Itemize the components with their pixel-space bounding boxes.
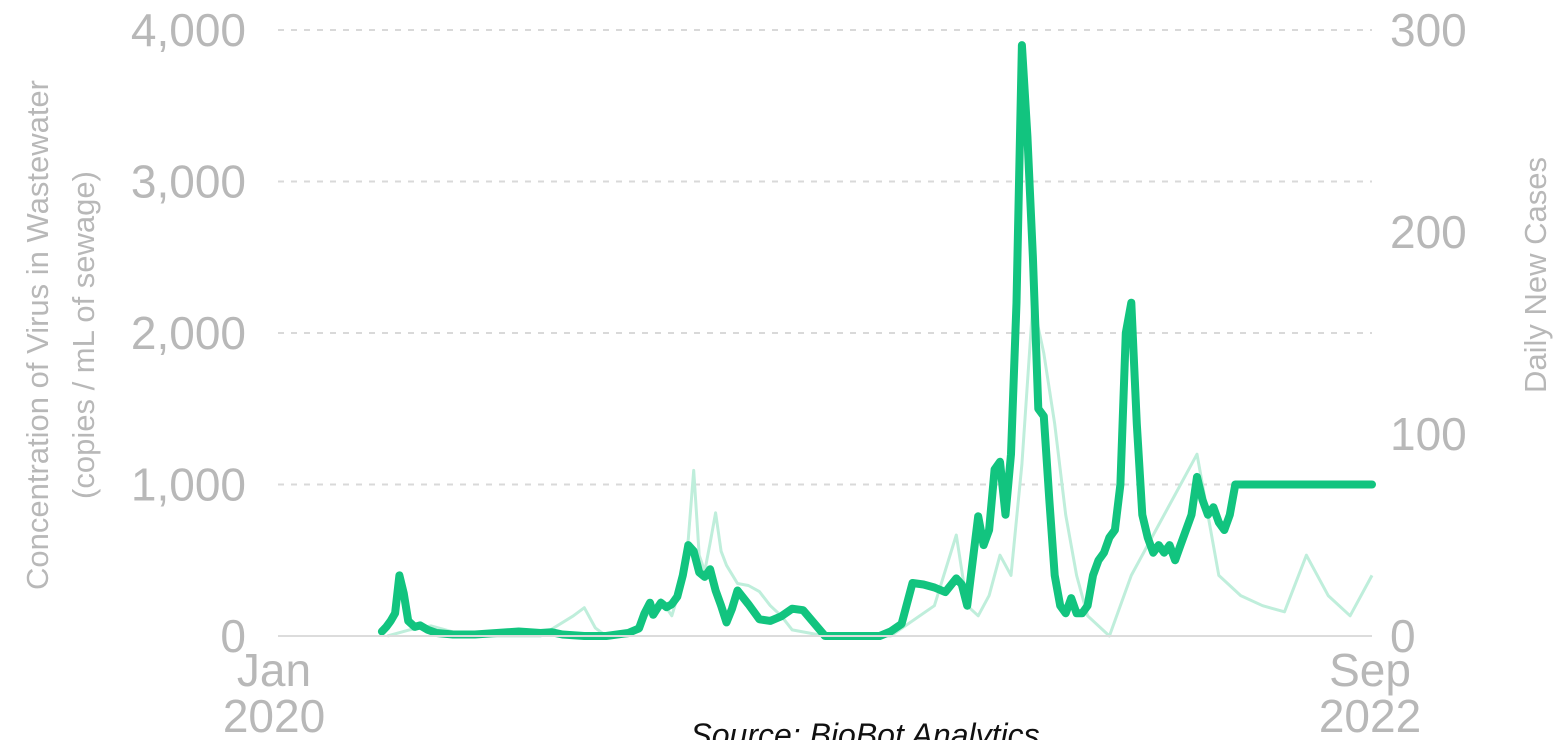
- x-tick-start-year: 2020: [223, 690, 325, 740]
- gridlines: [278, 30, 1372, 485]
- x-tick-end-year: 2022: [1319, 690, 1421, 740]
- left-y-tick-label: 2,000: [131, 307, 246, 359]
- right-axis-title: Daily New Cases: [1518, 157, 1553, 393]
- series-wastewater-concentration: [382, 45, 1372, 636]
- series-daily-new-cases: [387, 303, 1372, 636]
- x-tick-end-month: Sep: [1329, 644, 1411, 696]
- left-y-tick-label: 3,000: [131, 156, 246, 208]
- right-y-tick-label: 200: [1390, 206, 1467, 258]
- left-y-tick-label: 4,000: [131, 4, 246, 56]
- right-y-tick-label: 100: [1390, 408, 1467, 460]
- left-axis-title-line1: Concentration of Virus in Wastewater: [20, 80, 55, 590]
- x-tick-start-month: Jan: [237, 644, 311, 696]
- source-note: Source: BioBot Analytics: [690, 717, 1039, 740]
- left-y-tick-label: 1,000: [131, 459, 246, 511]
- right-y-tick-label: 300: [1390, 4, 1467, 56]
- left-axis-title-line2: (copies / mL of sewage): [66, 171, 101, 499]
